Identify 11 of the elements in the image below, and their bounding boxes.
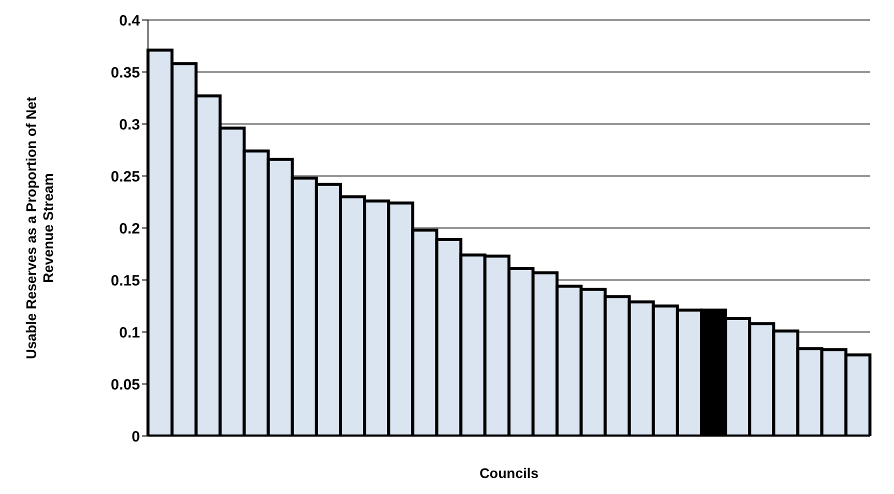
y-tick-label: 0.25 [110, 168, 140, 186]
y-axis-title: Usable Reserves as a Proportion of Net Revenue Stream [23, 96, 56, 360]
y-tick-label: 0.4 [119, 12, 141, 30]
x-axis-title: Councils [479, 465, 539, 481]
y-tick-label: 0 [132, 428, 140, 446]
y-tick-label: 0.15 [110, 272, 140, 290]
y-tick-label: 0.05 [110, 376, 140, 394]
y-tick-label: 0.1 [119, 324, 140, 342]
y-tick-label: 0.3 [119, 116, 140, 134]
y-tick-label: 0.35 [110, 64, 140, 82]
y-tick-label: 0.2 [119, 220, 140, 238]
